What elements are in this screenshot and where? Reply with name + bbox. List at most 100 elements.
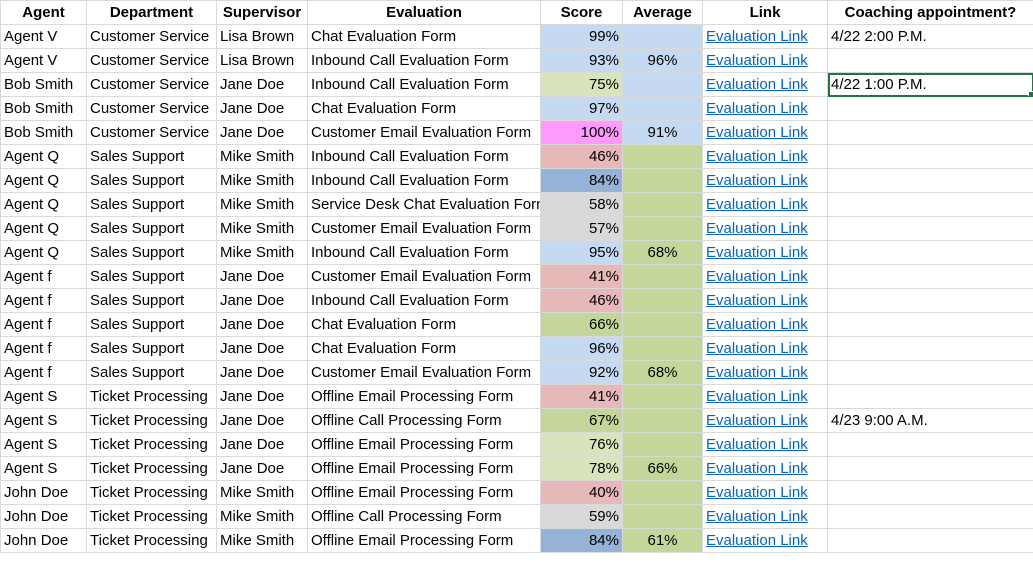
header-agent[interactable]: Agent bbox=[0, 0, 87, 25]
cell-supervisor[interactable]: Mike Smith bbox=[216, 528, 308, 553]
cell-coaching-appointment[interactable] bbox=[827, 312, 1033, 337]
cell-agent[interactable]: Bob Smith bbox=[0, 120, 87, 145]
cell-score[interactable]: 57% bbox=[540, 216, 623, 241]
cell-coaching-appointment[interactable] bbox=[827, 288, 1033, 313]
evaluation-link[interactable]: Evaluation Link bbox=[706, 364, 808, 381]
cell-coaching-appointment[interactable] bbox=[827, 120, 1033, 145]
cell-link[interactable]: Evaluation Link bbox=[702, 96, 828, 121]
cell-score[interactable]: 41% bbox=[540, 264, 623, 289]
cell-department[interactable]: Ticket Processing bbox=[86, 528, 217, 553]
cell-link[interactable]: Evaluation Link bbox=[702, 144, 828, 169]
evaluation-link[interactable]: Evaluation Link bbox=[706, 460, 808, 477]
evaluation-link[interactable]: Evaluation Link bbox=[706, 340, 808, 357]
cell-department[interactable]: Customer Service bbox=[86, 72, 217, 97]
cell-supervisor[interactable]: Mike Smith bbox=[216, 144, 308, 169]
cell-link[interactable]: Evaluation Link bbox=[702, 480, 828, 505]
cell-average[interactable]: 96% bbox=[622, 48, 703, 73]
cell-average[interactable] bbox=[622, 312, 703, 337]
cell-agent[interactable]: Agent f bbox=[0, 336, 87, 361]
cell-evaluation[interactable]: Offline Email Processing Form bbox=[307, 432, 541, 457]
cell-evaluation[interactable]: Inbound Call Evaluation Form bbox=[307, 288, 541, 313]
cell-supervisor[interactable]: Jane Doe bbox=[216, 120, 308, 145]
cell-coaching-appointment[interactable] bbox=[827, 384, 1033, 409]
cell-link[interactable]: Evaluation Link bbox=[702, 408, 828, 433]
cell-link[interactable]: Evaluation Link bbox=[702, 48, 828, 73]
cell-score[interactable]: 84% bbox=[540, 528, 623, 553]
evaluation-link[interactable]: Evaluation Link bbox=[706, 172, 808, 189]
cell-coaching-appointment[interactable] bbox=[827, 432, 1033, 457]
cell-agent[interactable]: Agent S bbox=[0, 456, 87, 481]
header-supervisor[interactable]: Supervisor bbox=[216, 0, 308, 25]
cell-link[interactable]: Evaluation Link bbox=[702, 456, 828, 481]
cell-score[interactable]: 75% bbox=[540, 72, 623, 97]
cell-link[interactable]: Evaluation Link bbox=[702, 504, 828, 529]
cell-agent[interactable]: Agent S bbox=[0, 408, 87, 433]
cell-average[interactable] bbox=[622, 504, 703, 529]
cell-evaluation[interactable]: Offline Call Processing Form bbox=[307, 408, 541, 433]
cell-coaching-appointment[interactable]: 4/22 2:00 P.M. bbox=[827, 24, 1033, 49]
cell-link[interactable]: Evaluation Link bbox=[702, 264, 828, 289]
cell-coaching-appointment[interactable] bbox=[827, 504, 1033, 529]
cell-agent[interactable]: Agent Q bbox=[0, 240, 87, 265]
cell-supervisor[interactable]: Jane Doe bbox=[216, 312, 308, 337]
cell-average[interactable] bbox=[622, 432, 703, 457]
cell-score[interactable]: 97% bbox=[540, 96, 623, 121]
cell-score[interactable]: 46% bbox=[540, 144, 623, 169]
header-link[interactable]: Link bbox=[702, 0, 828, 25]
cell-link[interactable]: Evaluation Link bbox=[702, 240, 828, 265]
cell-link[interactable]: Evaluation Link bbox=[702, 216, 828, 241]
cell-evaluation[interactable]: Inbound Call Evaluation Form bbox=[307, 72, 541, 97]
cell-department[interactable]: Sales Support bbox=[86, 360, 217, 385]
evaluation-link[interactable]: Evaluation Link bbox=[706, 436, 808, 453]
evaluation-link[interactable]: Evaluation Link bbox=[706, 100, 808, 117]
evaluation-link[interactable]: Evaluation Link bbox=[706, 196, 808, 213]
cell-agent[interactable]: Agent Q bbox=[0, 192, 87, 217]
cell-department[interactable]: Ticket Processing bbox=[86, 408, 217, 433]
cell-evaluation[interactable]: Offline Email Processing Form bbox=[307, 528, 541, 553]
cell-link[interactable]: Evaluation Link bbox=[702, 168, 828, 193]
cell-agent[interactable]: Agent f bbox=[0, 312, 87, 337]
cell-supervisor[interactable]: Mike Smith bbox=[216, 504, 308, 529]
cell-supervisor[interactable]: Mike Smith bbox=[216, 240, 308, 265]
cell-agent[interactable]: Agent S bbox=[0, 432, 87, 457]
cell-department[interactable]: Ticket Processing bbox=[86, 504, 217, 529]
header-coaching-appointment[interactable]: Coaching appointment? bbox=[827, 0, 1033, 25]
evaluation-link[interactable]: Evaluation Link bbox=[706, 220, 808, 237]
cell-evaluation[interactable]: Customer Email Evaluation Form bbox=[307, 264, 541, 289]
cell-score[interactable]: 66% bbox=[540, 312, 623, 337]
cell-score[interactable]: 41% bbox=[540, 384, 623, 409]
cell-department[interactable]: Sales Support bbox=[86, 192, 217, 217]
cell-average[interactable] bbox=[622, 384, 703, 409]
cell-agent[interactable]: Agent S bbox=[0, 384, 87, 409]
cell-evaluation[interactable]: Service Desk Chat Evaluation Form bbox=[307, 192, 541, 217]
cell-supervisor[interactable]: Mike Smith bbox=[216, 480, 308, 505]
cell-supervisor[interactable]: Jane Doe bbox=[216, 360, 308, 385]
cell-coaching-appointment[interactable] bbox=[827, 192, 1033, 217]
cell-evaluation[interactable]: Offline Email Processing Form bbox=[307, 384, 541, 409]
cell-department[interactable]: Customer Service bbox=[86, 120, 217, 145]
cell-average[interactable] bbox=[622, 480, 703, 505]
cell-agent[interactable]: Agent f bbox=[0, 288, 87, 313]
evaluation-link[interactable]: Evaluation Link bbox=[706, 124, 808, 141]
cell-coaching-appointment[interactable] bbox=[827, 456, 1033, 481]
evaluation-link[interactable]: Evaluation Link bbox=[706, 52, 808, 69]
cell-evaluation[interactable]: Offline Call Processing Form bbox=[307, 504, 541, 529]
cell-link[interactable]: Evaluation Link bbox=[702, 384, 828, 409]
cell-supervisor[interactable]: Jane Doe bbox=[216, 96, 308, 121]
cell-department[interactable]: Ticket Processing bbox=[86, 480, 217, 505]
cell-coaching-appointment[interactable] bbox=[827, 528, 1033, 553]
evaluation-link[interactable]: Evaluation Link bbox=[706, 244, 808, 261]
cell-supervisor[interactable]: Lisa Brown bbox=[216, 24, 308, 49]
cell-average[interactable] bbox=[622, 264, 703, 289]
cell-department[interactable]: Customer Service bbox=[86, 48, 217, 73]
cell-agent[interactable]: Agent f bbox=[0, 264, 87, 289]
cell-coaching-appointment[interactable] bbox=[827, 336, 1033, 361]
cell-coaching-appointment[interactable] bbox=[827, 216, 1033, 241]
cell-link[interactable]: Evaluation Link bbox=[702, 336, 828, 361]
cell-link[interactable]: Evaluation Link bbox=[702, 120, 828, 145]
cell-agent[interactable]: Agent Q bbox=[0, 216, 87, 241]
cell-score[interactable]: 46% bbox=[540, 288, 623, 313]
cell-department[interactable]: Ticket Processing bbox=[86, 456, 217, 481]
cell-department[interactable]: Sales Support bbox=[86, 216, 217, 241]
cell-coaching-appointment[interactable] bbox=[827, 264, 1033, 289]
